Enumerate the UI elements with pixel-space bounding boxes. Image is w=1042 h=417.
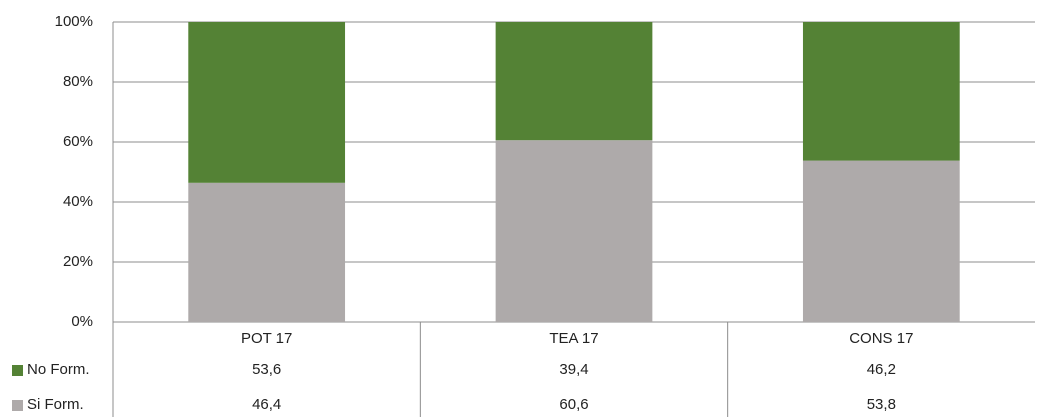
bar-segment <box>495 140 653 322</box>
y-tick-label: 40% <box>63 193 93 210</box>
bar-segment <box>188 182 346 322</box>
y-tick-label: 80% <box>63 73 93 90</box>
table-value: 53,6 <box>252 361 281 378</box>
legend-label: Si Form. <box>27 396 84 413</box>
table-value: 46,4 <box>252 396 281 413</box>
bar-segment <box>802 22 960 161</box>
legend-swatch <box>12 400 23 411</box>
x-tick-label: TEA 17 <box>549 330 598 347</box>
x-tick-label: CONS 17 <box>849 330 913 347</box>
y-tick-label: 0% <box>71 313 93 330</box>
table-value: 60,6 <box>559 396 588 413</box>
table-value: 46,2 <box>867 361 896 378</box>
legend-swatch <box>12 365 23 376</box>
y-tick-label: 100% <box>55 13 93 30</box>
bar-segment <box>188 22 346 183</box>
y-tick-label: 20% <box>63 253 93 270</box>
bar-segment <box>495 22 653 141</box>
table-value: 53,8 <box>867 396 896 413</box>
bar-segment <box>802 160 960 322</box>
x-tick-label: POT 17 <box>241 330 292 347</box>
legend-label: No Form. <box>27 361 90 378</box>
y-tick-label: 60% <box>63 133 93 150</box>
table-value: 39,4 <box>559 361 588 378</box>
